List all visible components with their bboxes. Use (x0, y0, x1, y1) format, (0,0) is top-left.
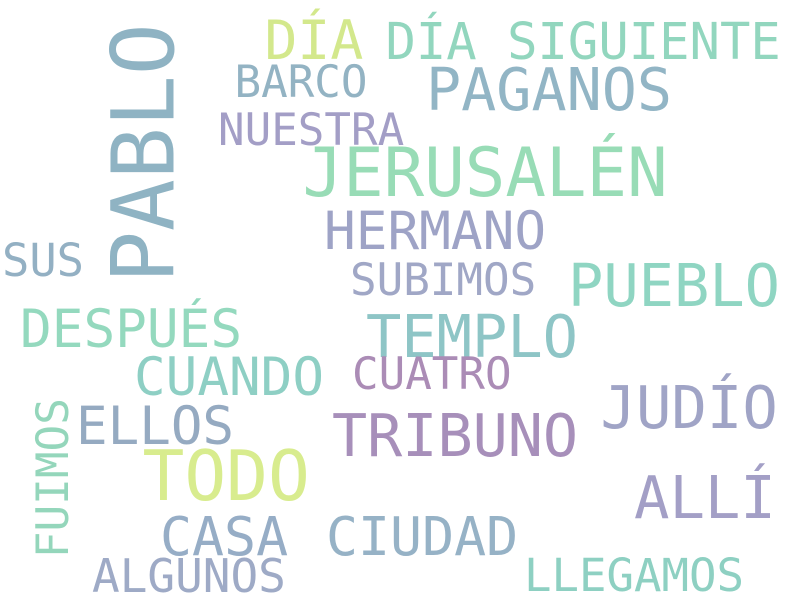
word-jerusalen: JERUSALÉN (302, 132, 668, 212)
word-pueblo: PUEBLO (568, 251, 780, 320)
word-templo: TEMPLO (366, 302, 578, 371)
word-algunos: ALGUNOS (92, 549, 286, 600)
word-cuatro: CUATRO (352, 349, 512, 400)
word-dia-siguiente: DÍA SIGUIENTE (385, 11, 781, 71)
word-cuando: CUANDO (134, 346, 324, 408)
word-tribuno: TRIBUNO (332, 402, 579, 470)
word-paganos: PAGANOS (426, 56, 673, 124)
word-alli: ALLÍ (634, 462, 776, 532)
word-ciudad: CIUDAD (326, 505, 519, 568)
word-despues: DESPUÉS (20, 298, 243, 360)
word-barco: BARCO (234, 57, 368, 108)
word-nuestra: NUESTRA (218, 105, 405, 156)
word-todo: TODO (142, 436, 310, 517)
word-fuimos: FUIMOS (27, 398, 79, 559)
word-ellos: ELLOS (76, 395, 235, 457)
word-pablo: PABLO (94, 23, 195, 284)
word-llegamos: LLEGAMOS (524, 549, 745, 600)
word-hermano: HERMANO (324, 200, 547, 262)
word-dia: DÍA (264, 7, 364, 72)
word-judio: JUDÍO (600, 372, 778, 442)
word-subimos: SUBIMOS (350, 255, 537, 306)
word-casa: CASA (160, 505, 289, 568)
word-sus: SUS (2, 233, 84, 287)
